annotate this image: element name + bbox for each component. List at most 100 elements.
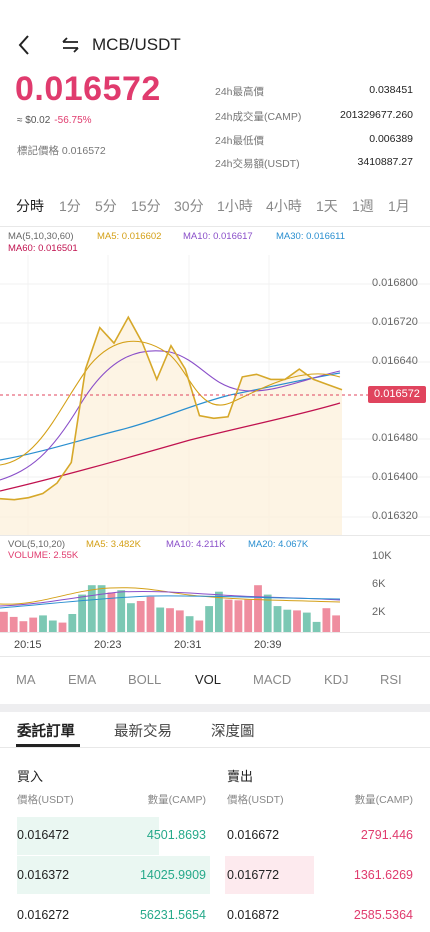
volume-bar [205, 606, 213, 632]
y-tick: 0.016320 [372, 510, 418, 522]
y-tick: 0.016480 [372, 432, 418, 444]
section-separator [0, 704, 430, 712]
trading-pair-title[interactable]: MCB/USDT [92, 35, 181, 54]
vol-ma5-line [0, 587, 341, 605]
volume-bar [293, 610, 301, 632]
stat-24h-turnover: 24h交易額(USDT) 3410887.27 [215, 156, 413, 170]
buy-qty-header: 數量(CAMP) [147, 794, 206, 806]
volume-bar [146, 596, 155, 632]
timeframe-4h[interactable]: 4小時 [266, 198, 302, 214]
indicator-vol[interactable]: VOL [195, 672, 222, 687]
volume-bar [136, 601, 145, 632]
volume-bar [39, 615, 47, 632]
buy-title: 買入 [17, 769, 44, 784]
tab-orders[interactable]: 委託訂單 [17, 724, 75, 740]
volume-bar [322, 608, 331, 632]
buy-price[interactable]: 0.016272 [17, 908, 70, 922]
volume-bar [58, 622, 67, 632]
stat-label: 24h成交量(CAMP) [215, 111, 302, 123]
indicator-rsi[interactable]: RSI [380, 672, 402, 687]
volume-bar [224, 599, 233, 632]
active-tab-underline [16, 744, 80, 747]
swap-icon[interactable] [60, 36, 82, 54]
y-tick: 0.016720 [372, 316, 418, 328]
vol-y-tick: 6K [372, 578, 386, 590]
sell-qty: 2791.446 [360, 828, 413, 842]
buy-price[interactable]: 0.016372 [17, 868, 70, 882]
ma5-legend: MA5: 0.016602 [97, 231, 162, 242]
ma-params: MA(5,10,30,60) [8, 231, 74, 242]
volume-bar [254, 585, 262, 632]
volume-bar [302, 612, 311, 632]
tab-depth-chart[interactable]: 深度圖 [211, 724, 255, 740]
timeframe-1w[interactable]: 1週 [352, 198, 374, 214]
buy-qty: 4501.8693 [146, 828, 206, 842]
sell-qty: 2585.5364 [353, 908, 413, 922]
timeframe-30m[interactable]: 30分 [174, 198, 204, 214]
volume-bar [215, 591, 223, 632]
price-chart[interactable] [0, 255, 430, 535]
buy-depth-bar [17, 856, 210, 894]
timeframe-1d[interactable]: 1天 [316, 198, 338, 214]
indicator-boll[interactable]: BOLL [128, 672, 162, 687]
volume-bar [234, 600, 243, 632]
vol-ma20-line [0, 595, 341, 609]
vol-params: VOL(5,10,20) [8, 539, 66, 550]
timeframe-1h[interactable]: 1小時 [217, 198, 253, 214]
buy-price-header: 價格(USDT) [17, 794, 74, 806]
vol-ma10-legend: MA10: 4.211K [166, 539, 226, 550]
mark-price: 標記價格 0.016572 [17, 145, 106, 157]
indicator-kdj[interactable]: KDJ [324, 672, 349, 687]
timeframe-1mo[interactable]: 1月 [388, 198, 410, 214]
sell-qty: 1361.6269 [353, 868, 413, 882]
buy-depth-bar [17, 817, 159, 855]
sell-title: 賣出 [227, 769, 254, 784]
current-price-marker: 0.016572 [368, 386, 426, 403]
sell-depth-bar [225, 856, 314, 894]
divider [0, 226, 430, 227]
stat-value: 201329677.260 [340, 109, 413, 121]
timeframe-1m[interactable]: 1分 [59, 198, 81, 214]
timeframe-5m[interactable]: 5分 [95, 198, 117, 214]
y-tick: 0.016640 [372, 355, 418, 367]
sell-price[interactable]: 0.016772 [227, 868, 280, 882]
stat-value: 0.038451 [369, 84, 413, 96]
ma5-line [0, 340, 341, 466]
fiat-change-line: ≈ $0.02 -56.75% [17, 115, 92, 126]
timeframe-line[interactable]: 分時 [16, 198, 44, 214]
buy-price[interactable]: 0.016472 [17, 828, 70, 842]
stat-value: 0.006389 [369, 133, 413, 145]
last-price: 0.016572 [15, 70, 161, 108]
indicator-macd[interactable]: MACD [253, 672, 292, 687]
volume-bar [9, 616, 18, 632]
sell-price[interactable]: 0.016872 [227, 908, 280, 922]
ma30-line [0, 372, 341, 461]
sell-price[interactable]: 0.016672 [227, 828, 280, 842]
stat-label: 24h最高價 [215, 86, 265, 98]
indicator-ema[interactable]: EMA [68, 672, 97, 687]
ma60-legend: MA60: 0.016501 [8, 243, 78, 254]
stat-24h-volume: 24h成交量(CAMP) 201329677.260 [215, 109, 413, 123]
back-arrow-icon[interactable] [14, 32, 36, 58]
timeframe-15m[interactable]: 15分 [131, 198, 161, 214]
x-tick: 20:23 [94, 639, 122, 651]
tab-latest-trades[interactable]: 最新交易 [114, 724, 172, 740]
volume-bar [273, 606, 282, 632]
volume-legend: VOLUME: 2.55K [8, 550, 79, 561]
volume-bar [175, 610, 184, 632]
stat-label: 24h最低價 [215, 135, 265, 147]
divider [0, 535, 430, 536]
x-tick: 20:39 [254, 639, 282, 651]
x-tick: 20:31 [174, 639, 202, 651]
vol-y-tick: 10K [372, 550, 392, 562]
volume-bar [0, 611, 8, 632]
volume-chart[interactable] [0, 560, 430, 632]
sell-qty-header: 數量(CAMP) [354, 794, 413, 806]
volume-bar [19, 621, 28, 632]
x-tick: 20:15 [14, 639, 42, 651]
vol-ma20-legend: MA20: 4.067K [248, 539, 309, 550]
volume-bar [107, 592, 116, 632]
volume-bar [156, 607, 165, 632]
indicator-ma[interactable]: MA [16, 672, 36, 687]
volume-bar [195, 620, 204, 632]
